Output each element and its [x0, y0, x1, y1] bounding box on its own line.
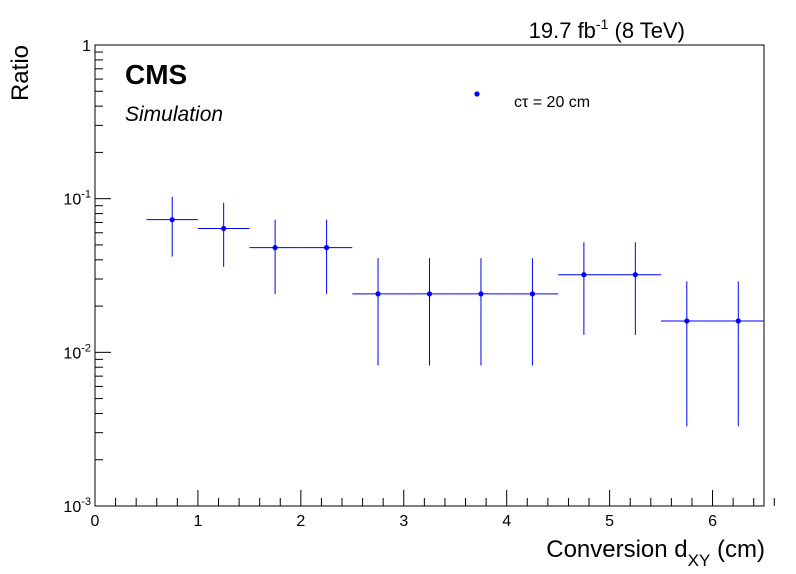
data-point: [712, 281, 764, 427]
lumi-label: 19.7 fb-1 (8 TeV): [529, 16, 685, 43]
data-marker: [221, 225, 227, 232]
data-point: [249, 219, 301, 294]
x-tick-label: 4: [502, 513, 511, 530]
data-marks: [146, 196, 764, 427]
legend-marker: [474, 91, 480, 97]
data-marker: [375, 291, 381, 297]
experiment-label: CMS: [125, 59, 187, 90]
axis-ticks: 0 1 2 3 4 5 6 10-3 10-2 10-1 1: [63, 38, 775, 530]
y-axis-title: Ratio: [7, 45, 34, 101]
data-marker: [735, 318, 741, 324]
data-point: [661, 281, 713, 427]
y-tick-label: 10-1: [63, 189, 91, 209]
status-label: Simulation: [125, 103, 223, 126]
x-tick-label: 0: [91, 513, 100, 530]
data-point: [352, 258, 404, 366]
plot-frame: [94, 44, 765, 507]
data-point: [300, 219, 353, 294]
data-marker: [426, 291, 433, 297]
x-tick-label: 6: [708, 513, 717, 530]
data-point: [506, 258, 559, 366]
x-axis-title: Conversion dXY (cm): [546, 536, 765, 570]
legend-entry-label: cτ = 20 cm: [514, 94, 590, 111]
x-tick-label: 1: [193, 513, 202, 530]
x-tick-label: 2: [296, 513, 305, 530]
data-point: [403, 258, 456, 366]
data-marker: [632, 272, 638, 278]
data-point: [146, 196, 198, 257]
y-tick-label: 10-3: [63, 496, 91, 516]
data-marker: [529, 291, 536, 297]
data-marker: [169, 217, 175, 223]
data-point: [609, 242, 662, 335]
data-marker: [478, 291, 484, 297]
legend: cτ = 20 cm: [474, 91, 590, 111]
data-marker: [581, 272, 587, 278]
data-marker: [272, 245, 278, 251]
x-tick-label: 3: [399, 513, 408, 530]
data-marker: [684, 318, 690, 324]
x-tick-label: 5: [605, 513, 614, 530]
data-marker: [323, 245, 330, 251]
data-point: [455, 258, 507, 366]
y-tick-label: 10-2: [63, 342, 91, 362]
y-tick-label: 1: [82, 38, 91, 55]
data-point: [558, 242, 610, 335]
data-point: [197, 202, 250, 267]
